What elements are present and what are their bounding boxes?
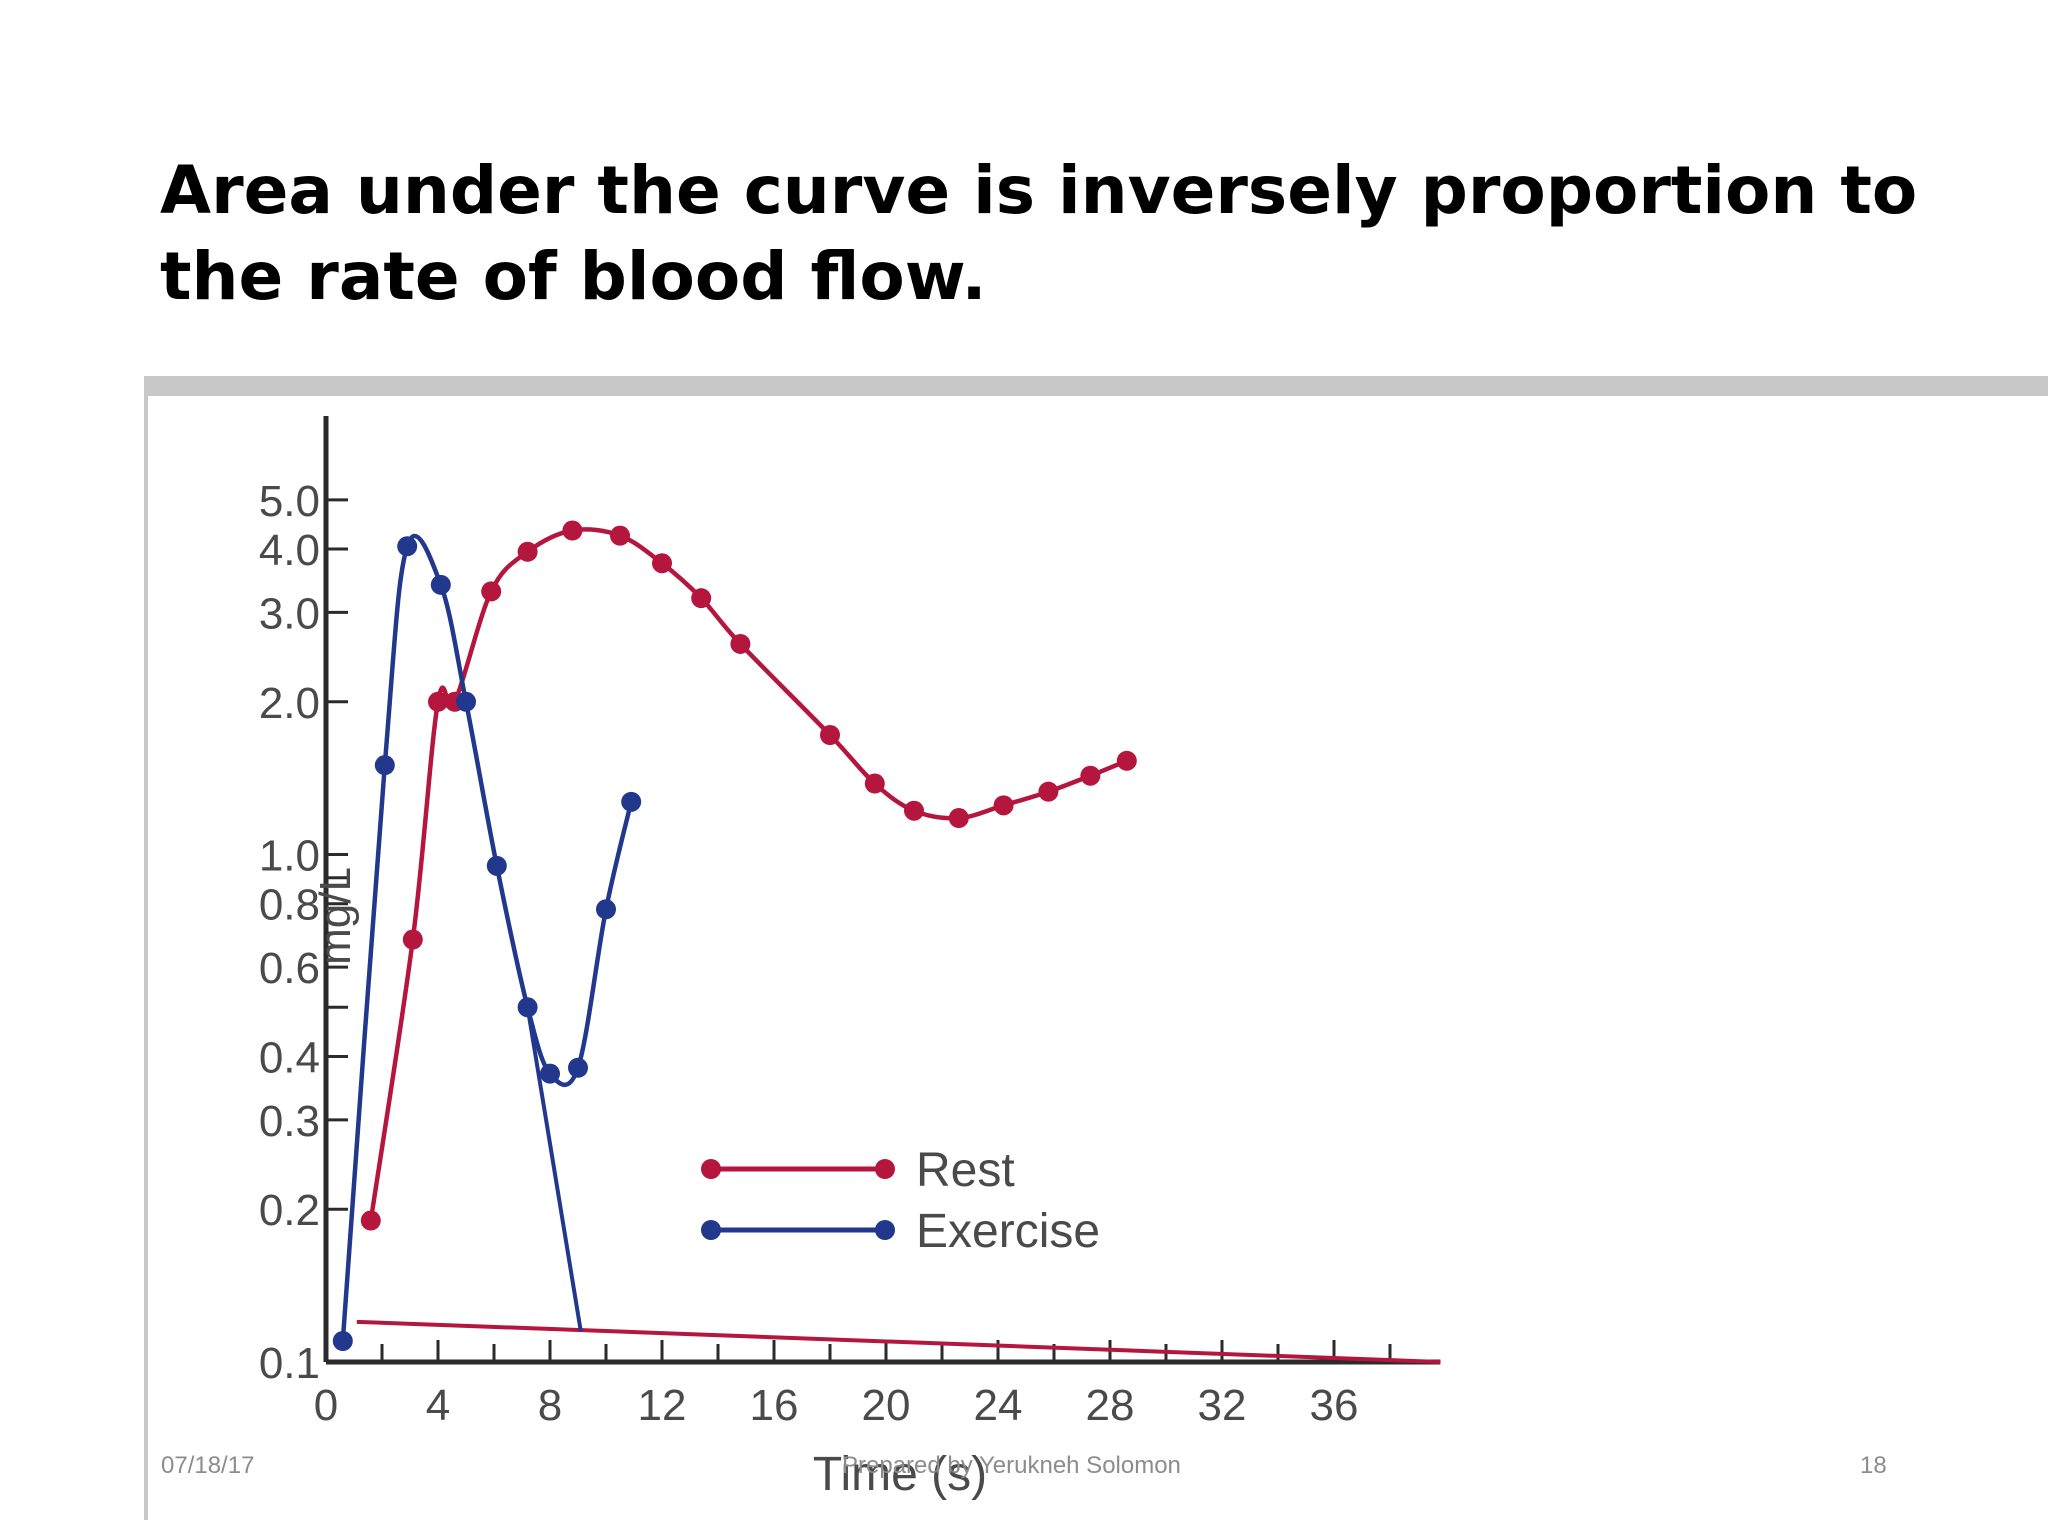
figure-top-border xyxy=(144,376,2048,396)
legend-exercise-marker xyxy=(875,1220,895,1240)
exercise-data-point xyxy=(332,1330,353,1351)
exercise-data-point xyxy=(621,791,642,812)
rest-data-point xyxy=(402,929,423,950)
exercise-data-point xyxy=(374,755,395,776)
exercise-data-point xyxy=(568,1057,588,1078)
x-tick-label: 8 xyxy=(538,1381,562,1430)
rest-data-point xyxy=(562,520,583,541)
rest-data-point xyxy=(610,525,630,546)
figure-left-border xyxy=(144,376,148,1520)
rest-data-point xyxy=(517,541,538,562)
rest-data-point xyxy=(904,800,924,821)
exercise-data-point xyxy=(430,574,451,595)
data-series xyxy=(332,520,1441,1364)
x-tick-label: 0 xyxy=(314,1381,338,1430)
y-tick-label: 0.1 xyxy=(259,1339,320,1388)
x-tick-label: 20 xyxy=(862,1381,911,1430)
rest-data-point xyxy=(730,633,751,654)
axes: 0.1 0.2 0.3 0.4 0.6 0.81.0 2.0 3.0 4.05.0 0 4 8 12 16… xyxy=(259,416,1441,1430)
y-tick-label: 0.3 xyxy=(259,1097,320,1146)
rest-data-point xyxy=(993,795,1014,816)
x-tick-label: 16 xyxy=(750,1381,799,1430)
y-axis-label: mg/L xyxy=(311,867,360,965)
x-tick-label: 4 xyxy=(426,1381,450,1430)
rest-extrapolation-line xyxy=(356,1319,1441,1364)
x-tick-label: 24 xyxy=(974,1381,1023,1430)
footer-author: Prepared by Yerukneh Solomon xyxy=(842,1452,1181,1479)
legend-exercise-marker xyxy=(701,1220,721,1240)
y-tick-label: 3.0 xyxy=(259,589,320,638)
footer-date: 07/18/17 xyxy=(161,1452,255,1479)
y-tick-label: 1.0 xyxy=(259,832,320,881)
exercise-data-point xyxy=(517,997,538,1018)
rest-data-point xyxy=(1038,781,1059,802)
x-tick-label: 32 xyxy=(1198,1381,1247,1430)
footer-page-number: 18 xyxy=(1860,1452,1887,1479)
x-tick-label: 12 xyxy=(638,1381,687,1430)
exercise-data-point xyxy=(486,855,507,876)
y-tick-label: 0.8 xyxy=(259,881,320,930)
exercise-data-point xyxy=(596,899,616,920)
x-tick-label: 36 xyxy=(1310,1381,1359,1430)
rest-data-point xyxy=(652,553,672,574)
chart-svg: 0.1 0.2 0.3 0.4 0.6 0.81.0 2.0 3.0 4.05.0 0 4 8 12 16… xyxy=(144,376,2048,1520)
rest-data-point xyxy=(864,773,885,794)
y-tick-label: 4.0 xyxy=(259,526,320,575)
y-tick-label: 0.2 xyxy=(259,1186,320,1235)
rest-data-point xyxy=(481,581,502,602)
y-tick-label: 0.4 xyxy=(259,1033,320,1082)
legend-rest-marker xyxy=(875,1159,895,1179)
exercise-data-point xyxy=(397,536,418,557)
x-tick-label: 28 xyxy=(1086,1381,1135,1430)
chart-figure: 0.1 0.2 0.3 0.4 0.6 0.8 1.0 2.0 3.0 4.0 5.0 0 4 8 12 16… xyxy=(144,376,2048,1520)
legend-exercise-label: Exercise xyxy=(916,1205,1100,1258)
legend-rest-marker xyxy=(701,1159,721,1179)
y-tick-label: 2.0 xyxy=(259,679,320,728)
rest-data-point xyxy=(948,808,969,829)
exercise-extrapolation-line xyxy=(525,1006,583,1332)
x-axis-label: Time (s) xyxy=(813,1448,987,1501)
slide-title: Area under the curve is inversely propor… xyxy=(160,152,1918,315)
rest-data-point xyxy=(820,725,840,746)
exercise-series-line xyxy=(340,533,634,1342)
exercise-data-point xyxy=(540,1063,560,1084)
rest-data-point xyxy=(360,1210,381,1231)
y-tick-label: 0.6 xyxy=(259,944,320,993)
rest-series-line xyxy=(368,527,1128,1221)
exercise-data-point xyxy=(456,691,476,712)
legend-rest-label: Rest xyxy=(916,1144,1015,1197)
rest-data-point xyxy=(1080,765,1101,786)
rest-data-point xyxy=(1116,750,1137,771)
rest-data-point xyxy=(428,691,448,712)
y-tick-label: 5.0 xyxy=(259,477,320,526)
rest-data-point xyxy=(691,588,712,609)
legend: Rest Exercise xyxy=(701,1144,1100,1258)
